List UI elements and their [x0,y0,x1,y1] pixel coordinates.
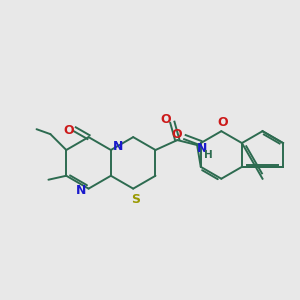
Text: N: N [76,184,86,197]
Text: O: O [217,116,228,129]
Text: N: N [112,140,123,152]
Text: H: H [204,150,212,160]
Text: S: S [131,193,140,206]
Text: N: N [197,142,207,154]
Text: O: O [172,128,182,141]
Text: O: O [160,113,171,126]
Text: O: O [63,124,74,137]
